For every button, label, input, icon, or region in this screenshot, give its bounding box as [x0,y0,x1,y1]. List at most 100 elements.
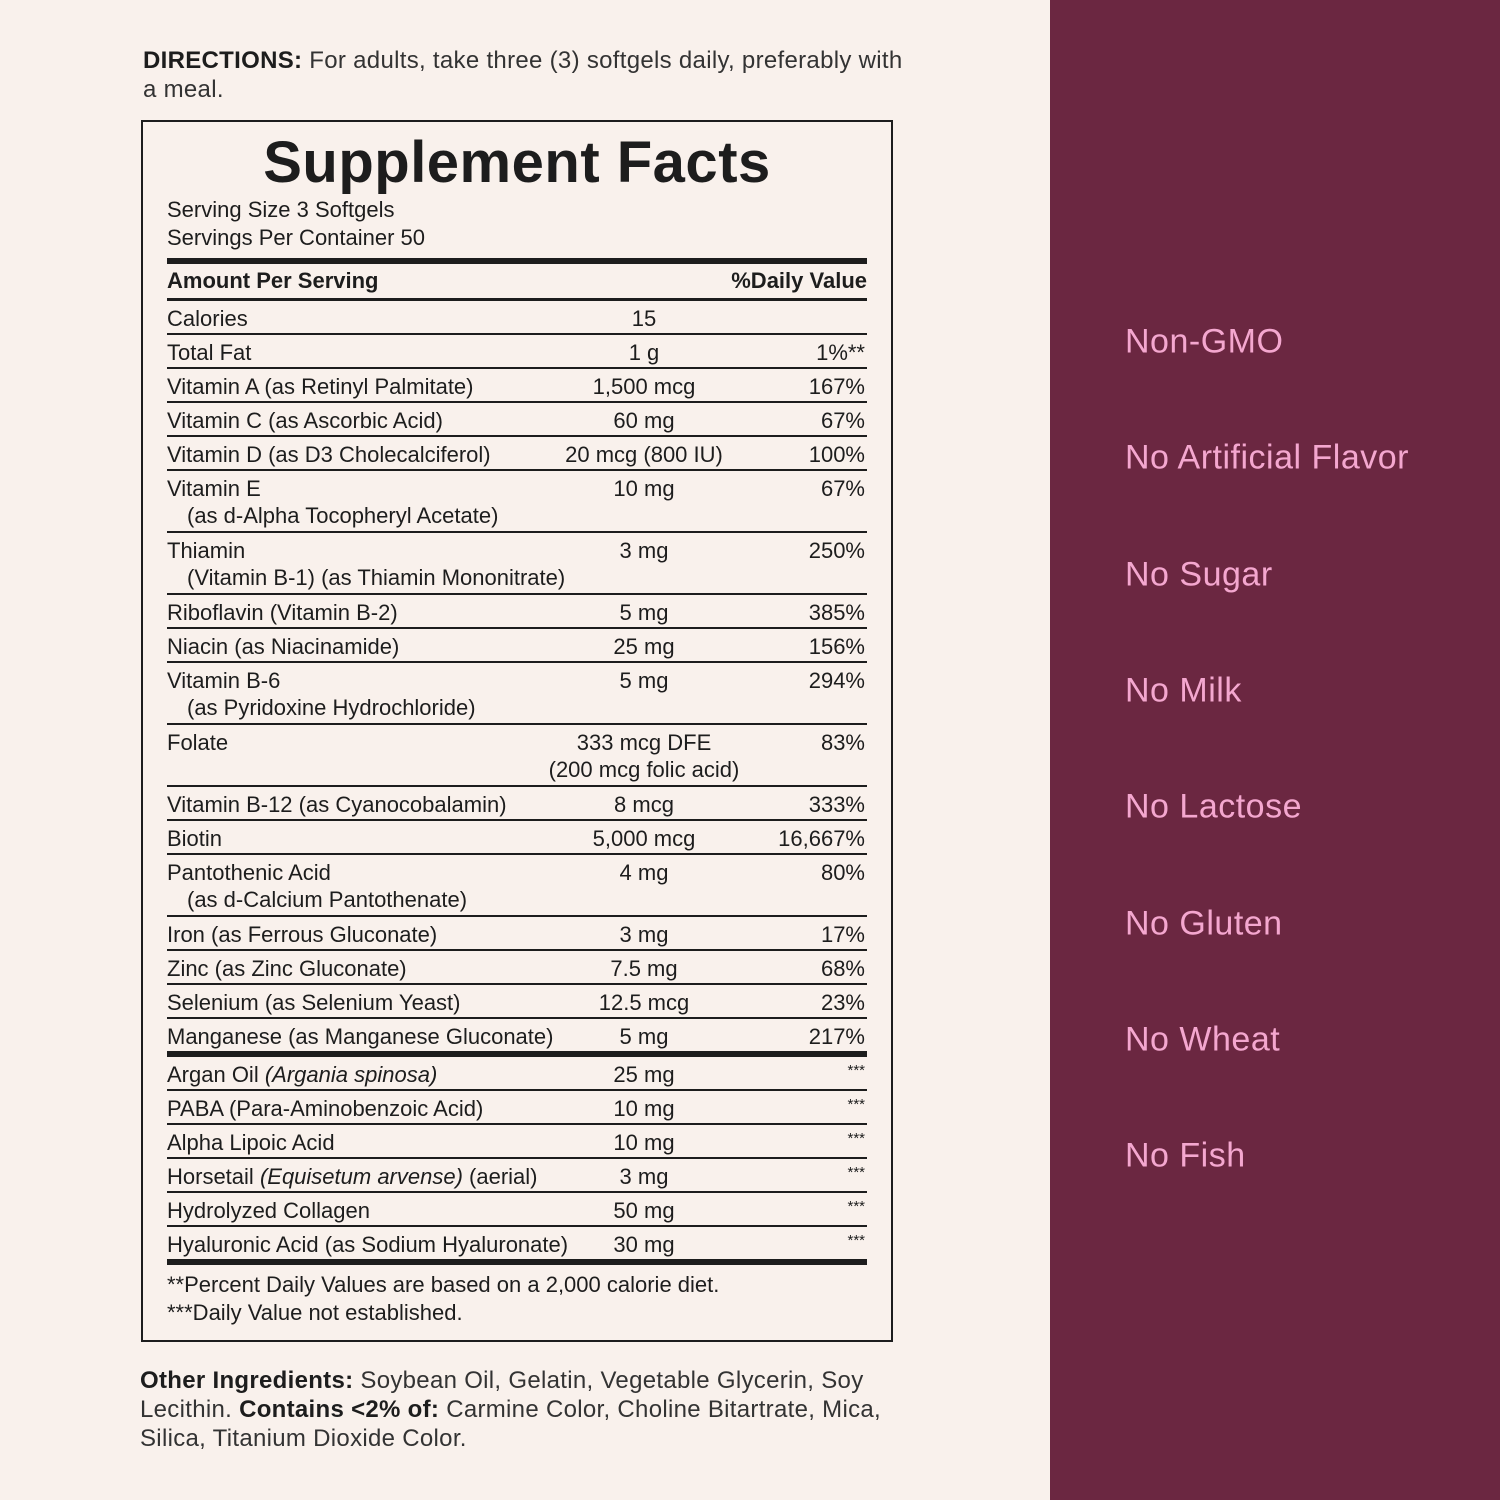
divider [167,258,867,264]
nutrient-name: Folate [167,730,229,755]
nutrient-name-cell: PABA (Para-Aminobenzoic Acid) [167,1095,483,1122]
claim: No Wheat [1125,1020,1281,1059]
nutrient-amount: 5,000 mcg [592,826,696,851]
nutrient-amount: 5 mg [619,668,669,693]
nutrient-dv: 23% [820,990,865,1015]
nutrient-row: Biotin 5,000 mcg 16,667% [167,821,867,855]
nutrient-name: Iron (as Ferrous Gluconate) [167,922,438,947]
nutrient-dv: 67% [820,476,865,501]
nutrient-name-cell: Riboflavin (Vitamin B-2) [167,599,398,626]
nutrient-name-cell: Hydrolyzed Collagen [167,1197,370,1224]
nutrient-row: Pantothenic Acid (as d-Calcium Pantothena… [167,855,867,917]
nutrient-name: Manganese (as Manganese Gluconate) [167,1024,554,1049]
claim: No Milk [1125,671,1242,710]
facts-title: Supplement Facts [263,130,771,195]
nutrient-row: Argan Oil (Argania spinosa) 25 mg *** [167,1057,867,1091]
nutrient-row: Manganese (as Manganese Gluconate) 5 mg 21… [167,1019,867,1051]
amount-header: Amount Per Serving [167,268,379,293]
nutrient-row: Alpha Lipoic Acid 10 mg *** [167,1125,867,1159]
nutrient-dv: *** [847,1130,865,1147]
other-text: Soybean Oil, Gelatin, Vegetable Glycerin… [140,1367,864,1423]
nutrient-row: Vitamin B-12 (as Cyanocobalamin) 8 mcg 333… [167,787,867,821]
nutrient-dv: *** [847,1096,865,1113]
nutrient-amount: 3 mg [619,922,669,947]
nutrient-latin: (Argania spinosa) [264,1062,438,1087]
nutrient-suffix: (aerial) [469,1164,538,1189]
nutrient-amount: 15 [631,306,657,331]
nutrient-row: Vitamin D (as D3 Cholecalciferol) 20 mcg … [167,437,867,471]
nutrient-dv: 80% [820,860,865,885]
nutrient-name-cell: Folate [167,729,228,756]
nutrient-dv: 294% [808,668,865,693]
nutrient-name: Vitamin C (as Ascorbic Acid) [167,408,443,433]
servings-per-container: Servings Per Container 50 [167,225,426,250]
nutrient-name-cell: Horsetail (Equisetum arvense) (aerial) [167,1163,538,1190]
nutrient-row: Vitamin C (as Ascorbic Acid) 60 mg 67% [167,403,867,437]
nutrient-amount: 3 mg [619,1164,669,1189]
nutrient-name: Zinc (as Zinc Gluconate) [167,956,407,981]
nutrient-name-cell: Iron (as Ferrous Gluconate) [167,921,437,948]
nutrient-latin: (Equisetum arvense) [259,1164,463,1189]
claim: No Gluten [1125,904,1283,942]
nutrient-name: Vitamin A (as Retinyl Palmitate) [167,374,474,399]
nutrient-name: Argan Oil [167,1062,259,1087]
nutrient-dv: 167% [808,374,865,399]
nutrient-amount: 10 mg [613,476,675,501]
nutrient-name: Hyaluronic Acid (as Sodium Hyaluronate) [167,1232,569,1257]
nutrient-amount-sub: (200 mcg folic acid) [548,757,740,782]
nutrient-dv: *** [847,1062,865,1079]
nutrient-name: Total Fat [167,340,252,365]
nutrient-name-cell: Zinc (as Zinc Gluconate) [167,955,407,982]
nutrient-row: Hydrolyzed Collagen 50 mg *** [167,1193,867,1227]
nutrient-name: Selenium (as Selenium Yeast) [167,990,461,1015]
serving-size: Serving Size 3 Softgels [167,197,395,222]
nutrient-dv: 333% [808,792,865,817]
nutrient-name: Biotin [167,826,223,851]
nutrient-name: Vitamin D (as D3 Cholecalciferol) [167,442,491,467]
other-ingredients: Other Ingredients: Soybean Oil, Gelatin,… [140,1366,900,1453]
nutrient-name: PABA (Para-Aminobenzoic Acid) [167,1096,484,1121]
nutrient-row: Vitamin B-6 (as Pyridoxine Hydrochloride)… [167,663,867,725]
nutrient-name-cell: Vitamin B-12 (as Cyanocobalamin) [167,791,507,818]
claim: Non-GMO [1125,322,1284,361]
nutrient-name-cell: Vitamin B-6 [167,667,280,694]
nutrient-name-cell: Total Fat [167,339,251,366]
nutrient-name-cell: Calories [167,305,248,332]
supplement-facts: Supplement Facts Serving Size 3 Softgels… [141,120,893,1342]
nutrient-amount: 5 mg [619,600,669,625]
nutrient-amount: 7.5 mg [610,956,678,981]
nutrient-name: Niacin (as Niacinamide) [167,634,400,659]
nutrient-row: PABA (Para-Aminobenzoic Acid) 10 mg *** [167,1091,867,1125]
nutrient-name: Hydrolyzed Collagen [167,1198,370,1223]
nutrient-amount: 8 mcg [614,792,674,817]
nutrient-name-cell: Thiamin [167,537,245,564]
nutrient-name: Riboflavin (Vitamin B-2) [167,600,398,625]
facts-inner: Supplement Facts Serving Size 3 Softgels… [167,122,867,1327]
nutrient-name: Horsetail [167,1164,254,1189]
other-rows: Argan Oil (Argania spinosa) 25 mg *** PABA … [167,1057,867,1259]
nutrient-name: Pantothenic Acid [167,860,331,885]
nutrient-amount: 10 mg [613,1096,675,1121]
directions-text: For adults, take three (3) softgels dail… [143,47,903,103]
nutrient-amount: 30 mg [613,1232,675,1257]
directions: DIRECTIONS: For adults, take three (3) s… [143,46,903,104]
nutrient-dv: 16,667% [778,826,865,851]
nutrient-name-cell: Vitamin E [167,475,261,502]
nutrient-row: Horsetail (Equisetum arvense) (aerial) 3 … [167,1159,867,1193]
nutrient-name: Vitamin B-6 [167,668,281,693]
nutrient-name: Vitamin E [167,476,261,501]
footnote: **Percent Daily Values are based on a 2,… [167,1272,720,1297]
divider [167,1259,867,1265]
nutrient-name: Vitamin B-12 (as Cyanocobalamin) [167,792,507,817]
nutrient-sub: (as d-Calcium Pantothenate) [187,887,468,912]
nutrient-dv: 385% [808,600,865,625]
nutrient-name-cell: Alpha Lipoic Acid [167,1129,335,1156]
nutrient-dv: 67% [820,408,865,433]
nutrient-row: Selenium (as Selenium Yeast) 12.5 mcg 23% [167,985,867,1019]
nutrient-dv: 17% [820,922,865,947]
nutrient-row: Riboflavin (Vitamin B-2) 5 mg 385% [167,595,867,629]
nutrient-amount: 1,500 mcg [592,374,696,399]
nutrient-dv: 1%** [816,340,865,365]
nutrient-dv: 250% [808,538,865,563]
